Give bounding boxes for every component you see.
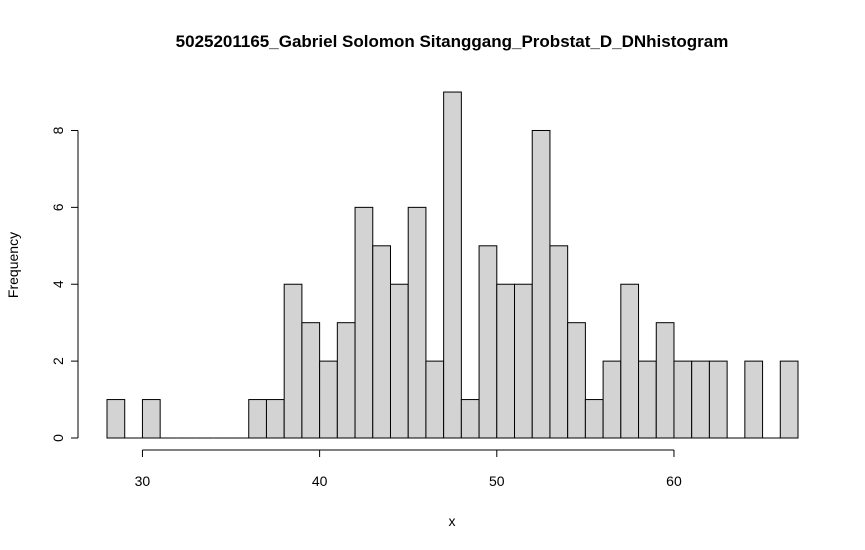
histogram-bar: [744, 360, 764, 439]
x-axis: 30 40 50 60: [135, 449, 682, 489]
histogram-bar: [425, 360, 445, 439]
histogram-bar: [655, 322, 675, 439]
histogram-bar: [106, 399, 126, 439]
chart-title: 5025201165_Gabriel Solomon Sitanggang_Pr…: [176, 32, 729, 51]
histogram-bar: [779, 360, 799, 439]
histogram-bar: [584, 399, 604, 439]
histogram-bar: [248, 399, 267, 439]
histogram-bar: [336, 322, 356, 439]
y-axis-label: Frequency: [5, 232, 21, 298]
histogram-bar: [141, 399, 161, 439]
histogram-bar: [549, 245, 569, 439]
x-axis-label: x: [449, 513, 456, 529]
histogram-bar: [407, 206, 427, 439]
x-tick-label: 40: [312, 473, 328, 489]
histogram-bar: [638, 360, 657, 439]
histogram-bar: [708, 360, 728, 439]
histogram-bar: [301, 322, 321, 439]
y-tick-label: 0: [50, 434, 66, 442]
y-axis: 0 2 4 6 8: [50, 126, 79, 442]
histogram-bar: [514, 283, 533, 439]
histogram-bar: [567, 322, 586, 439]
histogram-bar: [443, 91, 462, 439]
histogram-bar: [460, 399, 480, 439]
histogram-bar: [602, 360, 622, 439]
histogram-bar: [691, 360, 710, 439]
y-tick-label: 4: [50, 280, 66, 288]
x-tick-label: 50: [489, 473, 505, 489]
histogram-bar: [531, 129, 551, 439]
x-tick-label: 30: [135, 473, 151, 489]
histogram-bar: [319, 360, 338, 439]
histogram-bar: [389, 283, 409, 439]
histogram-bar: [620, 283, 640, 439]
histogram-bar: [673, 360, 693, 439]
y-tick-label: 6: [50, 203, 66, 211]
histogram-bar: [478, 245, 498, 439]
y-tick-label: 8: [50, 126, 66, 134]
histogram-bar: [283, 283, 303, 439]
y-tick-label: 2: [50, 357, 66, 365]
histogram-bar: [496, 283, 516, 439]
histogram-bar: [265, 399, 285, 439]
x-tick-label: 60: [666, 473, 682, 489]
histogram-bar: [354, 206, 374, 439]
histogram-bar: [372, 245, 391, 439]
bars-group: [106, 91, 799, 439]
